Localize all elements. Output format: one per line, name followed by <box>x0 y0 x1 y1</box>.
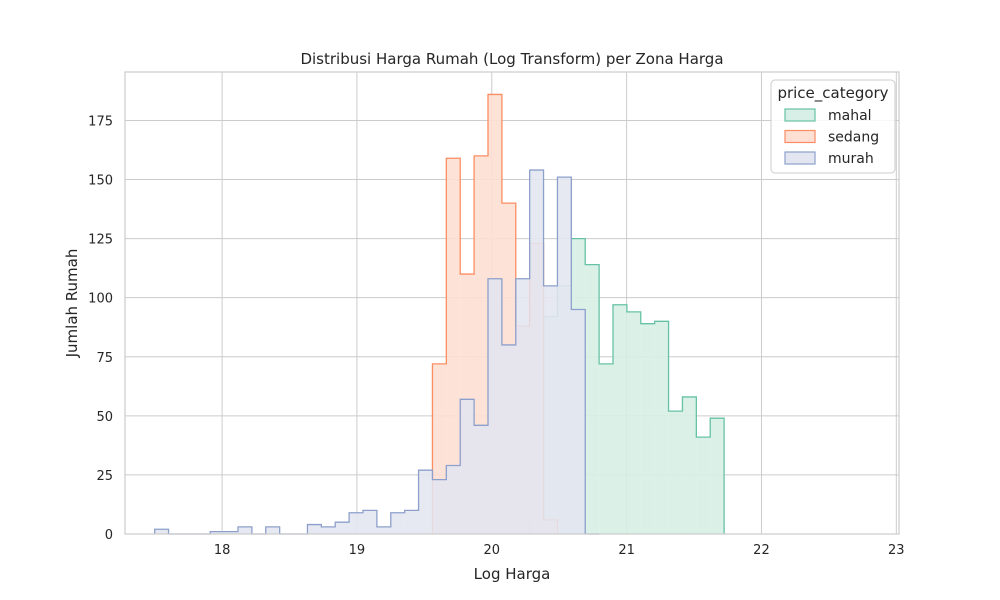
bar-murah <box>446 465 461 534</box>
bar-murah <box>501 344 516 534</box>
bar-murah <box>265 526 280 534</box>
x-tick-label: 18 <box>214 543 231 558</box>
y-tick-label: 175 <box>88 114 113 129</box>
legend-box <box>770 79 896 174</box>
legend-swatch-sedang <box>784 129 816 144</box>
legend-swatch-mahal <box>784 108 816 122</box>
bar-murah <box>321 526 336 534</box>
bar-murah <box>307 524 322 534</box>
y-tick-label: 0 <box>105 528 113 543</box>
bar-murah <box>557 177 572 534</box>
x-axis-label: Log Harga <box>474 565 551 583</box>
y-tick-label: 25 <box>96 469 113 484</box>
bar-murah <box>237 526 252 534</box>
series-murah <box>154 169 600 535</box>
legend: price_category mahal sedang murah <box>770 79 896 174</box>
y-tick-label: 50 <box>96 410 113 425</box>
y-tick-label: 150 <box>88 174 113 189</box>
bar-mahal <box>696 437 711 534</box>
bar-murah <box>390 512 405 534</box>
series-layer <box>154 93 725 535</box>
axes-frame <box>124 71 900 535</box>
y-tick-label: 125 <box>88 233 113 248</box>
bar-mahal <box>710 418 725 534</box>
legend-title: price_category <box>777 84 888 103</box>
x-tick-label: 19 <box>349 543 366 558</box>
bar-murah <box>376 526 391 534</box>
bar-mahal <box>682 396 697 534</box>
bar-murah <box>224 531 238 534</box>
x-tick-label: 23 <box>888 543 905 558</box>
bar-murah <box>154 529 169 534</box>
bar-mahal <box>612 304 627 534</box>
bar-mahal <box>640 323 655 534</box>
bar-sedang <box>446 158 461 535</box>
bar-mahal <box>668 411 683 534</box>
tick-labels: 18 19 20 21 22 23 0 25 50 75 100 125 150 175 <box>88 114 904 558</box>
bar-murah <box>515 278 530 534</box>
x-tick-label: 22 <box>753 543 770 558</box>
grid-layer <box>125 72 899 535</box>
bar-mahal <box>654 321 669 534</box>
x-tick-label: 20 <box>484 543 501 558</box>
bar-mahal <box>599 363 613 534</box>
legend-items: mahal sedang murah <box>784 108 879 167</box>
bar-murah <box>529 170 544 535</box>
chart-title: Distribusi Harga Rumah (Log Transform) p… <box>300 50 723 68</box>
legend-label-sedang: sedang <box>828 130 879 146</box>
bar-murah <box>474 425 488 534</box>
x-tick-label: 21 <box>618 543 635 558</box>
y-axis-label: Jumlah Rumah <box>63 249 81 359</box>
bar-murah <box>460 399 475 534</box>
bar-murah <box>335 522 350 534</box>
bar-murah <box>571 309 586 534</box>
y-tick-label: 75 <box>96 351 113 366</box>
bar-murah <box>543 285 558 534</box>
bar-mahal <box>626 311 641 534</box>
bar-murah <box>362 510 377 534</box>
bar-mahal <box>585 264 600 534</box>
legend-label-mahal: mahal <box>828 108 872 124</box>
bar-murah <box>432 479 447 534</box>
plot-border <box>124 71 900 535</box>
bar-murah <box>349 512 363 534</box>
step-outline-murah <box>154 169 600 535</box>
bar-murah <box>210 531 225 534</box>
bar-murah <box>404 510 419 534</box>
bar-murah <box>418 470 433 534</box>
legend-swatch-murah <box>784 151 816 165</box>
legend-label-murah: murah <box>828 151 874 167</box>
y-tick-label: 100 <box>88 292 113 307</box>
bar-murah <box>487 278 502 534</box>
